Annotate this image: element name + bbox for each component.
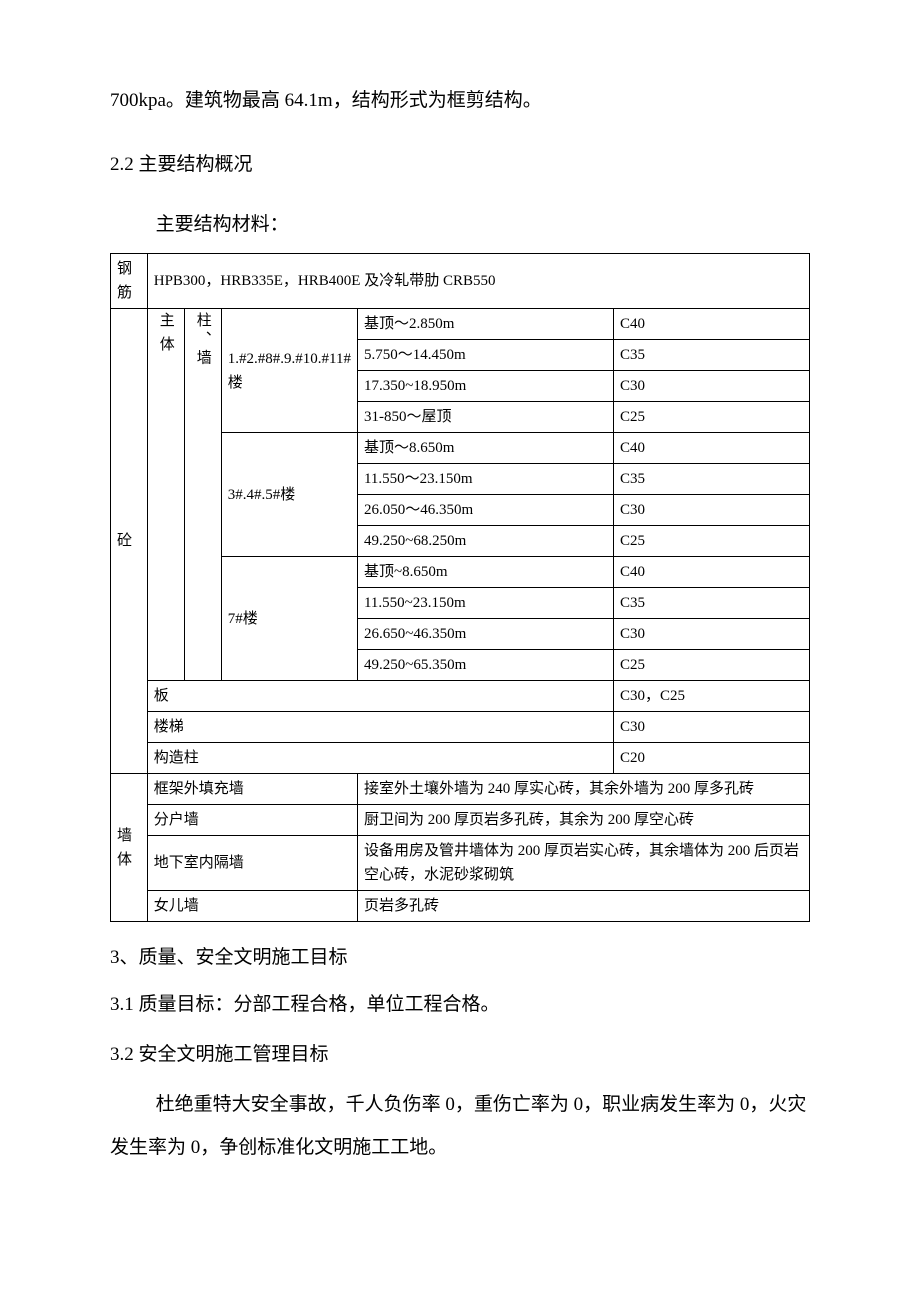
grade-cell: C40 — [614, 557, 810, 588]
section-3-1: 3.1 质量目标：分部工程合格，单位工程合格。 — [110, 983, 810, 1027]
group-c-name: 7#楼 — [221, 557, 357, 681]
gouzaozhu-label: 构造柱 — [147, 743, 613, 774]
wall-name: 地下室内隔墙 — [147, 836, 357, 891]
table-row: 板 C30，C25 — [111, 681, 810, 712]
grade-cell: C25 — [614, 402, 810, 433]
range-cell: 11.550～23.150m — [357, 464, 613, 495]
grade-cell: C40 — [614, 309, 810, 340]
group-b-name: 3#.4#.5#楼 — [221, 433, 357, 557]
table-row: 构造柱 C20 — [111, 743, 810, 774]
range-cell: 5.750～14.450m — [357, 340, 613, 371]
louti-label: 楼梯 — [147, 712, 613, 743]
wall-name: 女儿墙 — [147, 891, 357, 922]
range-cell: 11.550~23.150m — [357, 588, 613, 619]
range-cell: 49.250~65.350m — [357, 650, 613, 681]
section-3-2-heading: 3.2 安全文明施工管理目标 — [110, 1033, 810, 1077]
range-cell: 基顶～8.650m — [357, 433, 613, 464]
grade-cell: C30 — [614, 371, 810, 402]
steel-label: 钢筋 — [111, 254, 148, 309]
table-row: 分户墙 厨卫间为 200 厚页岩多孔砖，其余为 200 厚空心砖 — [111, 805, 810, 836]
range-cell: 26.650~46.350m — [357, 619, 613, 650]
table-row: 砼 主体 柱、墙 1.#2.#8#.9.#10.#11#楼 基顶～2.850m … — [111, 309, 810, 340]
wall-desc: 接室外土壤外墙为 240 厚实心砖，其余外墙为 200 厚多孔砖 — [357, 774, 809, 805]
grade-cell: C35 — [614, 588, 810, 619]
zhuti-label: 主体 — [147, 309, 184, 681]
range-cell: 49.250~68.250m — [357, 526, 613, 557]
grade-cell: C30 — [614, 495, 810, 526]
louti-grade: C30 — [614, 712, 810, 743]
grade-cell: C35 — [614, 464, 810, 495]
group-a-name: 1.#2.#8#.9.#10.#11#楼 — [221, 309, 357, 433]
section-3-heading: 3、质量、安全文明施工目标 — [110, 942, 810, 969]
ban-grade: C30，C25 — [614, 681, 810, 712]
concrete-label: 砼 — [111, 309, 148, 774]
range-cell: 基顶~8.650m — [357, 557, 613, 588]
grade-cell: C30 — [614, 619, 810, 650]
wall-desc: 页岩多孔砖 — [357, 891, 809, 922]
grade-cell: C40 — [614, 433, 810, 464]
table-row: 墙体 框架外填充墙 接室外土壤外墙为 240 厚实心砖，其余外墙为 200 厚多… — [111, 774, 810, 805]
wall-desc: 厨卫间为 200 厚页岩多孔砖，其余为 200 厚空心砖 — [357, 805, 809, 836]
grade-cell: C35 — [614, 340, 810, 371]
wall-name: 框架外填充墙 — [147, 774, 357, 805]
range-cell: 26.050～46.350m — [357, 495, 613, 526]
section-3-body: 杜绝重特大安全事故，千人负伤率 0，重伤亡率为 0，职业病发生率为 0，火灾发生… — [110, 1083, 810, 1170]
wall-label: 墙体 — [111, 774, 148, 922]
ban-label: 板 — [147, 681, 613, 712]
range-cell: 17.350~18.950m — [357, 371, 613, 402]
materials-label: 主要结构材料： — [110, 204, 810, 246]
intro-paragraph: 700kpa。建筑物最高 64.1m，结构形式为框剪结构。 — [110, 80, 810, 122]
table-row: 楼梯 C30 — [111, 712, 810, 743]
range-cell: 31-850～屋顶 — [357, 402, 613, 433]
wall-desc: 设备用房及管井墙体为 200 厚页岩实心砖，其余墙体为 200 后页岩空心砖，水… — [357, 836, 809, 891]
section-2-2-heading: 2.2 主要结构概况 — [110, 144, 810, 186]
steel-value: HPB300，HRB335E，HRB400E 及冷轧带肋 CRB550 — [147, 254, 809, 309]
grade-cell: C25 — [614, 526, 810, 557]
zhu-qiang-label: 柱、墙 — [184, 309, 221, 681]
wall-name: 分户墙 — [147, 805, 357, 836]
table-row: 女儿墙 页岩多孔砖 — [111, 891, 810, 922]
materials-table: 钢筋 HPB300，HRB335E，HRB400E 及冷轧带肋 CRB550 砼… — [110, 253, 810, 922]
table-row: 钢筋 HPB300，HRB335E，HRB400E 及冷轧带肋 CRB550 — [111, 254, 810, 309]
grade-cell: C25 — [614, 650, 810, 681]
range-cell: 基顶～2.850m — [357, 309, 613, 340]
gouzaozhu-grade: C20 — [614, 743, 810, 774]
table-row: 地下室内隔墙 设备用房及管井墙体为 200 厚页岩实心砖，其余墙体为 200 后… — [111, 836, 810, 891]
